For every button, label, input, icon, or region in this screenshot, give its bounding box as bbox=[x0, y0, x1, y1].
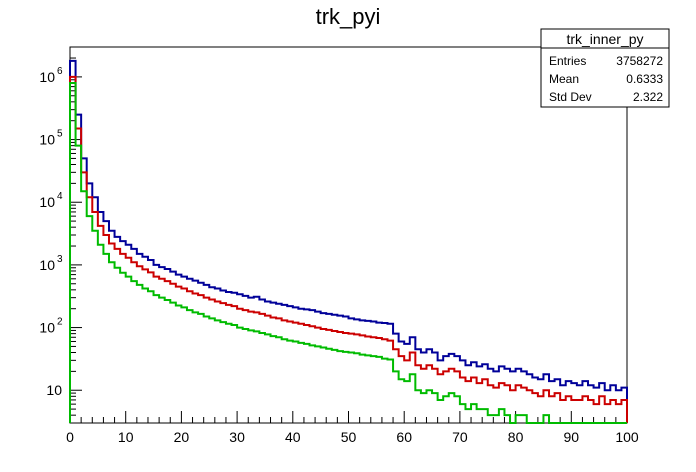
x-tick-label: 60 bbox=[396, 429, 412, 445]
x-tick-label: 30 bbox=[229, 429, 245, 445]
series-group bbox=[69, 59, 628, 424]
x-tick-label: 90 bbox=[564, 429, 580, 445]
x-tick-label: 80 bbox=[508, 429, 524, 445]
y-tick-exponent: 5 bbox=[57, 129, 63, 140]
x-tick-label: 100 bbox=[615, 429, 639, 445]
x-tick-label: 50 bbox=[341, 429, 357, 445]
series-0-histogram bbox=[69, 59, 628, 423]
y-tick-label: 10 bbox=[39, 69, 55, 85]
stats-box-title: trk_inner_py bbox=[566, 31, 643, 47]
stats-box-frame bbox=[540, 28, 670, 108]
stats-mean-label: Mean bbox=[549, 72, 579, 86]
x-tick-label: 20 bbox=[174, 429, 190, 445]
stats-stddev-value: 2.322 bbox=[633, 90, 663, 104]
chart-title: trk_pyi bbox=[316, 4, 381, 29]
series-1-histogram bbox=[69, 75, 628, 423]
stats-entries-label: Entries bbox=[549, 54, 586, 68]
y-tick-label: 10 bbox=[46, 382, 62, 398]
y-tick-exponent: 2 bbox=[57, 317, 63, 328]
x-tick-label: 10 bbox=[118, 429, 134, 445]
stats-mean-value: 0.6333 bbox=[626, 72, 663, 86]
stats-stddev-label: Std Dev bbox=[549, 90, 592, 104]
stats-box: trk_inner_py Entries 3758272 Mean 0.6333… bbox=[540, 28, 670, 108]
y-tick-label: 10 bbox=[39, 132, 55, 148]
y-tick-label: 10 bbox=[39, 320, 55, 336]
x-tick-label: 40 bbox=[285, 429, 301, 445]
x-tick-label: 0 bbox=[66, 429, 74, 445]
y-tick-exponent: 6 bbox=[57, 66, 63, 77]
y-tick-label: 10 bbox=[39, 194, 55, 210]
stats-entries-value: 3758272 bbox=[616, 54, 663, 68]
x-tick-label: 70 bbox=[452, 429, 468, 445]
y-tick-exponent: 4 bbox=[57, 191, 63, 202]
y-tick-exponent: 3 bbox=[57, 254, 63, 265]
y-tick-label: 10 bbox=[39, 257, 55, 273]
series-2-histogram bbox=[69, 81, 627, 424]
